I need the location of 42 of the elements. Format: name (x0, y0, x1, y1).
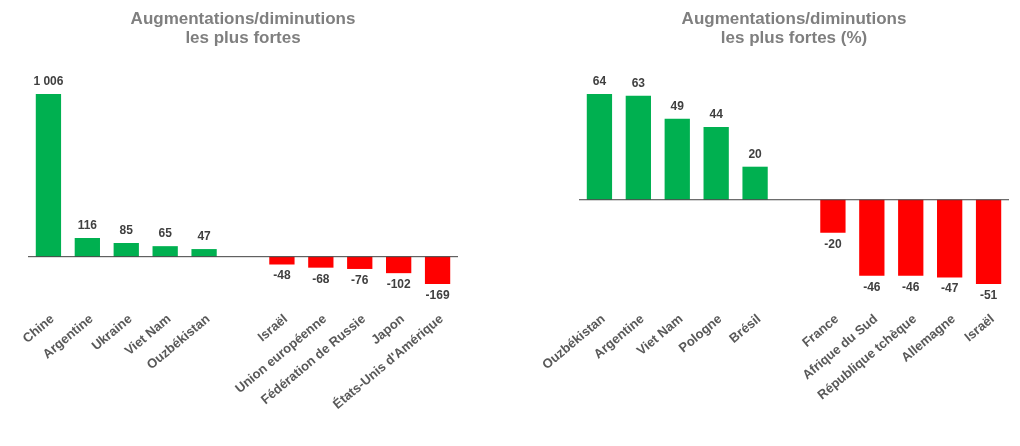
bar (586, 94, 613, 200)
bar (308, 256, 334, 268)
bar (898, 199, 924, 276)
bar (152, 246, 178, 257)
data-label: 116 (77, 217, 98, 232)
bar (269, 256, 295, 265)
data-label: -76 (351, 272, 369, 287)
data-label: -47 (940, 281, 959, 296)
bar (113, 242, 139, 257)
data-label: -46 (902, 279, 920, 294)
data-label: -102 (386, 277, 411, 292)
data-label: 47 (197, 229, 212, 244)
data-label: 49 (670, 98, 685, 113)
data-label: 85 (119, 222, 134, 237)
bar (35, 94, 62, 257)
data-label: 1 006 (33, 74, 64, 88)
data-label: -68 (312, 271, 330, 286)
data-label: 44 (709, 107, 724, 122)
chart-title: Augmentations/diminutions les plus fortes (%) (681, 9, 907, 47)
bar (859, 199, 885, 276)
data-label: -169 (425, 288, 450, 302)
data-label: -20 (824, 236, 842, 251)
bar (742, 166, 768, 200)
data-label: 63 (631, 75, 646, 90)
bar (937, 199, 963, 278)
data-label: -51 (979, 288, 998, 302)
bar (664, 118, 690, 200)
bar (74, 237, 100, 257)
chart-title: Augmentations/diminutions les plus fortes (130, 9, 356, 47)
bar (347, 256, 373, 269)
data-label: -46 (863, 279, 881, 294)
bar (424, 256, 451, 284)
bar (386, 256, 412, 274)
bar (820, 199, 846, 233)
data-label: 65 (158, 226, 173, 241)
bar (191, 249, 217, 257)
bar (625, 95, 651, 200)
bar (975, 199, 1002, 284)
data-label: -48 (273, 268, 291, 283)
bar (703, 127, 729, 200)
data-label: 64 (592, 74, 607, 88)
data-label: 20 (748, 146, 763, 161)
